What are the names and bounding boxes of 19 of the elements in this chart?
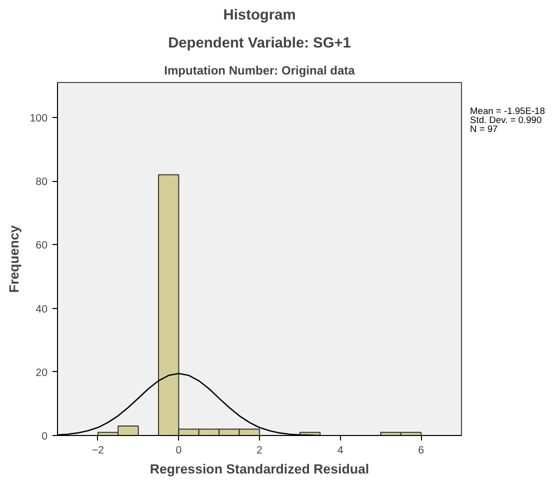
x-tick-label: 4	[337, 444, 344, 456]
x-tick-label: 2	[256, 444, 263, 456]
y-tick-label: 40	[36, 303, 48, 316]
text: Imputation Number: Original data	[164, 64, 356, 78]
y-tick-label: 20	[36, 366, 48, 379]
text: Mean = -1.95E-18	[470, 106, 545, 116]
y-tick-label: 60	[36, 240, 48, 252]
chart-title: Histogram	[223, 8, 296, 24]
y-axis-title: Frequency	[6, 224, 22, 293]
y-tick-label: 80	[36, 176, 48, 188]
x-axis-title: Regression Standardized Residual	[150, 462, 370, 476]
x-tick-label: −2	[92, 444, 104, 456]
text: Std. Dev. = 0.990	[470, 115, 542, 126]
x-tick-label: 6	[418, 444, 424, 456]
text: N = 97	[470, 124, 498, 134]
y-tick-label: 100	[30, 112, 48, 124]
y-tick-label: 0	[42, 430, 48, 442]
x-tick-label: 0	[176, 444, 182, 456]
chart-subtitle: Dependent Variable: SG+1	[168, 36, 351, 52]
